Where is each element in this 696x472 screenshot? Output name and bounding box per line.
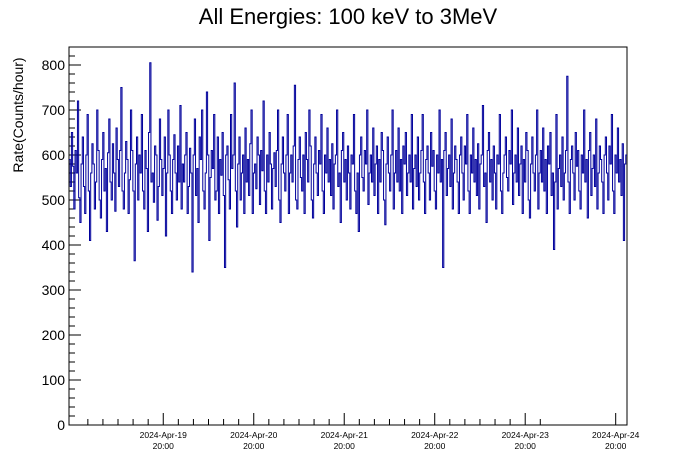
series-group	[69, 62, 627, 273]
y-tick-label: 200	[42, 327, 66, 343]
x-tick-time-label: 20:00	[605, 441, 627, 451]
plot-frame	[68, 46, 628, 426]
y-tick-label: 0	[57, 417, 65, 433]
x-tick-time-label: 20:00	[424, 441, 446, 451]
y-axis-label: Rate(Counts/hour)	[10, 57, 26, 172]
x-tick-date-label: 2024-Apr-24	[592, 430, 640, 440]
data-series-line	[69, 62, 627, 273]
y-tick-label: 300	[42, 282, 66, 298]
y-tick-label: 100	[42, 372, 66, 388]
x-tick-time-label: 20:00	[515, 441, 537, 451]
y-tick-label: 600	[42, 147, 66, 163]
y-tick-label: 700	[42, 102, 66, 118]
x-axis: 2024-Apr-1920:002024-Apr-2020:002024-Apr…	[87, 413, 640, 451]
x-tick-time-label: 20:00	[153, 441, 175, 451]
x-tick-time-label: 20:00	[243, 441, 265, 451]
plot-border	[68, 46, 628, 426]
x-tick-date-label: 2024-Apr-23	[502, 430, 550, 440]
y-tick-label: 500	[42, 192, 66, 208]
x-tick-date-label: 2024-Apr-21	[321, 430, 369, 440]
x-tick-date-label: 2024-Apr-22	[411, 430, 459, 440]
chart-title: All Energies: 100 keV to 3MeV	[199, 4, 498, 29]
x-tick-time-label: 20:00	[334, 441, 356, 451]
y-tick-label: 800	[42, 57, 66, 73]
y-tick-label: 400	[42, 237, 66, 253]
y-axis: 0 100 200 300 400 500 600 700 800	[42, 46, 81, 433]
x-tick-date-label: 2024-Apr-19	[140, 430, 188, 440]
x-tick-date-label: 2024-Apr-20	[230, 430, 278, 440]
